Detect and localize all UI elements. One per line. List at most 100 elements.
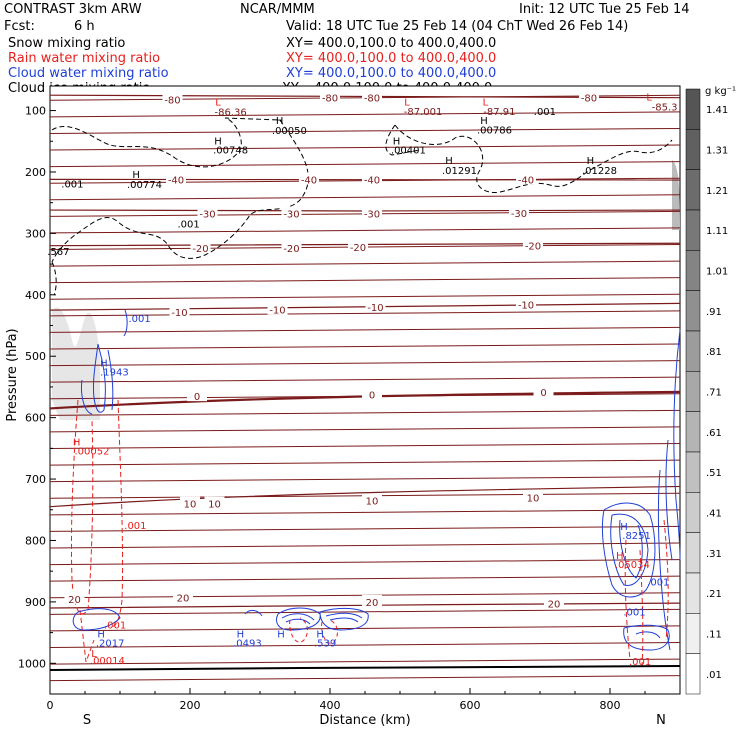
contour-extrema-label: .001 [104,620,126,631]
colorbar-swatch [685,532,701,574]
colorbar-swatch [685,492,701,533]
contour-extrema-label: .001 [534,107,556,118]
contour-extrema-label: .567 [47,247,69,258]
isotherm-label-bg [162,92,183,105]
x-tick-label: 600 [460,699,481,712]
isotherm-background-line [49,177,681,184]
contour-extrema-label: .00050 [272,126,307,137]
isotherm-label-bg [267,302,288,315]
isotherm-label-bg [523,490,543,503]
field-rain-xy: XY= 400.0,100.0 to 400.0,400.0 [286,51,496,66]
contour-extrema-label: .00748 [213,146,248,157]
colorbar-swatch [685,290,701,332]
contour-extrema-label: H [587,156,595,167]
contour-extrema-label: L [646,93,652,104]
colorbar-unit: g kg⁻¹ [705,86,736,97]
isotherm-background-line [49,376,681,383]
x-axis-end-label-right: N [656,713,666,728]
colorbar-swatch [685,653,701,695]
colorbar-swatch [685,613,701,654]
contour-extrema-label: .001 [128,314,150,325]
isotherm-background-line [49,675,681,682]
isotherm-background-line [49,542,681,549]
x-axis-end-label-left: S [83,713,91,728]
cloud-water-contour-lower-left [72,608,121,631]
isotherm-label: -30 [283,210,299,221]
y-tick-label: 700 [25,473,46,486]
isotherm-label-bg [187,389,207,402]
isotherm-label: -40 [168,175,184,186]
isotherm-label-bg [299,172,319,185]
y-axis-title: Pressure (hPa) [5,328,20,421]
colorbar-label: 1.11 [706,226,728,237]
isotherm-label: 20 [548,600,561,611]
isotherm-label: -10 [171,308,187,319]
isotherm-background-line [49,144,681,151]
isotherm-background-line [49,476,681,483]
x-axis-title: Distance (km) [319,713,410,728]
colorbar-label: .21 [706,589,722,600]
isotherm-background-line [49,641,681,648]
y-tick-label: 100 [25,105,46,118]
contour-extrema-label: H [237,629,245,640]
isotherm-label-bg [509,206,529,219]
colorbar-swatch [685,330,701,372]
isotherm-background-line [49,161,681,168]
isotherm-label-bg [204,496,225,509]
colorbar-swatch [685,371,701,412]
isotherm-label-bg [362,387,382,400]
isotherm-label: -80 [364,94,380,105]
isotherm-background-line [49,608,681,615]
isotherm-label: 20 [177,594,190,605]
colorbar-label: 1.41 [706,105,728,116]
x-tick-label: 0 [47,699,54,712]
contour-extrema-label: .01291 [442,166,477,177]
y-tick-label: 900 [25,596,46,609]
isotherm-background-line [49,459,681,466]
y-tick-label: 600 [25,412,46,425]
isotherm-label-bg [533,384,554,397]
field-cloud-water-xy: XY= 400.0,100.0 to 400.0,400.0 [286,66,496,81]
valid-time: Valid: 18 UTC Tue 25 Feb 14 (04 ChT Wed … [286,19,628,34]
contour-extrema-label: .1943 [100,367,129,378]
contour-extrema-label: L [404,98,410,109]
y-tick-label: 800 [25,534,46,547]
isotherm-label: -30 [364,210,380,221]
isotherm-label-bg [166,172,186,185]
contour-extrema-label: H [445,156,453,167]
isotherm-label-bg [281,206,302,219]
isotherm-background-line [49,260,681,267]
isotherm-label: -40 [364,175,380,186]
isotherm-label: -20 [283,244,299,255]
isotherm-label-bg [362,90,382,103]
init-time: Init: 12 UTC Tue 25 Feb 14 [519,2,690,17]
isotherm-label: -10 [518,301,534,312]
colorbar-label: 1.01 [706,267,728,278]
isotherm-label-bg [197,206,218,219]
isotherm-background-line [49,443,681,450]
isotherm-background-line [49,227,681,234]
snow-shading-left [52,307,100,420]
field-cloud-water-name: Cloud water mixing ratio [8,66,169,81]
rain-contour-right [624,519,669,667]
isotherm-background-line [49,575,681,582]
isotherm-label: -80 [322,94,338,105]
contour-extrema-label: -87.91 [483,107,515,118]
contour-extrema-label: H [97,629,105,640]
contour-extrema-label: H [616,551,624,562]
y-tick-label: 400 [25,289,46,302]
colorbar-label: .61 [706,428,722,439]
contour-extrema-label: .001 [61,179,83,190]
contour-extrema-label: .001 [124,521,146,532]
colorbar-label: .81 [706,347,722,358]
cloud-water-contour-lower-middle [244,607,369,631]
isotherm-label-bg [362,172,382,185]
contour-extrema-label: H [73,437,81,448]
cloud-ice-contour [51,117,673,296]
isotherm-label: -10 [367,303,383,314]
contour-extrema-label: .00014 [90,656,125,667]
isotherm-background-line [49,360,681,367]
isotherm-label-bg [169,305,190,318]
isotherm-background-line [49,310,681,317]
